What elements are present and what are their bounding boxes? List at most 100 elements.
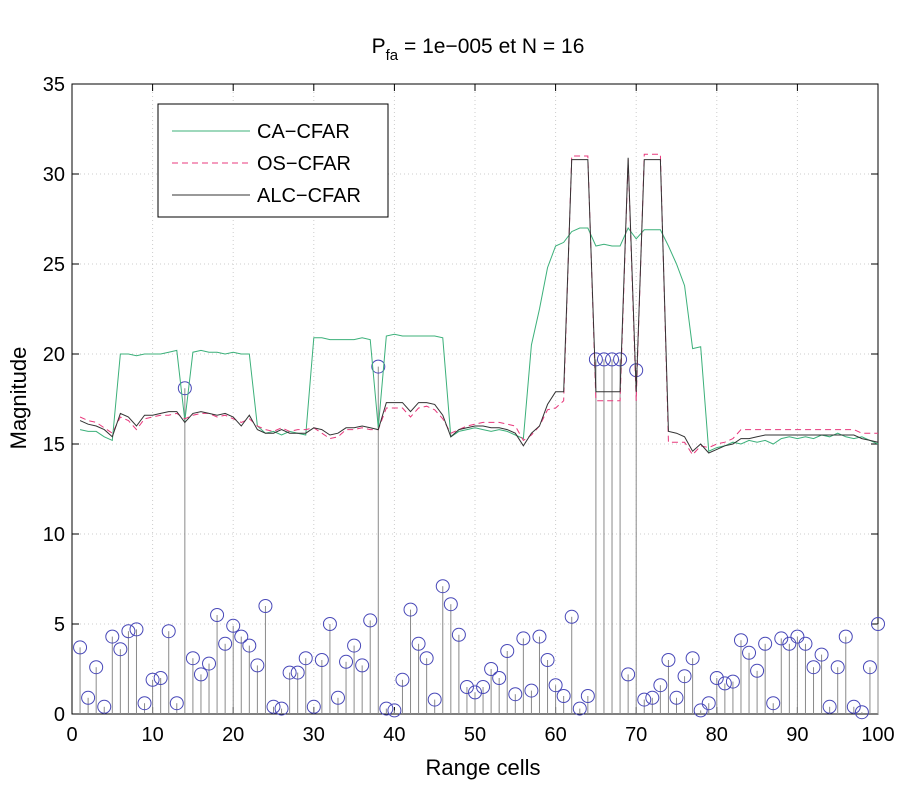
signal-marker: [621, 667, 636, 682]
x-tick-label: 30: [303, 724, 325, 746]
x-tick-label: 60: [544, 724, 566, 746]
signal-marker: [677, 669, 692, 684]
signal-marker: [516, 631, 531, 646]
legend-label: OS−CFAR: [257, 153, 351, 175]
signal-marker: [81, 690, 96, 705]
signal-marker: [758, 636, 773, 651]
signal-marker: [161, 624, 176, 639]
x-tick-label: 20: [222, 724, 244, 746]
signal-marker: [250, 658, 265, 673]
signal-marker: [314, 653, 329, 667]
signal-marker: [121, 624, 136, 639]
signal-marker: [782, 636, 797, 651]
y-tick-label: 15: [43, 434, 65, 456]
signal-marker: [145, 672, 160, 687]
legend-label: ALC−CFAR: [257, 185, 361, 207]
signal-marker: [580, 689, 595, 703]
signal-marker: [258, 599, 273, 613]
signal-marker: [524, 683, 539, 698]
signal-marker: [806, 660, 821, 675]
signal-marker: [218, 636, 233, 651]
signal-marker: [613, 352, 628, 367]
signal-marker: [274, 701, 289, 716]
signal-marker: [202, 656, 217, 671]
signal-marker: [193, 667, 208, 682]
signal-marker: [169, 696, 184, 711]
series-line-0: [79, 227, 879, 452]
x-tick-label: 70: [625, 724, 647, 746]
signal-marker: [733, 633, 748, 648]
signal-marker: [476, 680, 491, 694]
signal-marker: [395, 672, 410, 687]
signal-marker: [838, 629, 853, 644]
signal-marker: [750, 663, 765, 678]
signal-marker: [266, 699, 281, 714]
signal-marker: [653, 678, 668, 693]
signal-marker: [371, 359, 386, 374]
legend: CA−CFAR OS−CFAR ALC−CFAR: [157, 103, 389, 218]
signal-marker: [798, 636, 813, 651]
signal-marker: [572, 701, 587, 716]
legend-label: CA−CFAR: [257, 121, 350, 143]
signal-marker: [822, 699, 837, 714]
signal-marker: [435, 579, 450, 594]
title-sub: fa: [386, 47, 399, 64]
signal-marker: [685, 651, 700, 666]
signal-marker: [830, 660, 845, 675]
signal-marker: [484, 662, 499, 676]
signal-marker: [298, 651, 313, 666]
y-tick-label: 30: [43, 164, 65, 186]
signal-marker: [725, 674, 740, 689]
signal-marker: [210, 608, 225, 622]
y-tick-label: 10: [43, 524, 65, 546]
signal-marker: [637, 692, 652, 707]
signal-marker: [645, 690, 660, 705]
signal-marker: [290, 665, 305, 680]
signal-marker: [322, 617, 337, 631]
signal-marker: [330, 690, 345, 705]
signal-marker: [347, 638, 362, 653]
signal-marker: [113, 642, 128, 657]
x-tick-label: 90: [786, 724, 808, 746]
x-tick-label: 10: [141, 724, 163, 746]
title-rest: = 1e−005 et N = 16: [398, 35, 584, 58]
signal-marker: [355, 658, 370, 673]
signal-marker: [846, 699, 861, 714]
signal-marker: [451, 627, 466, 642]
legend-box: [157, 103, 389, 218]
signal-marker: [814, 647, 829, 662]
y-tick-label: 25: [43, 254, 65, 276]
signal-marker: [669, 690, 684, 705]
signal-stems: [73, 352, 885, 720]
signal-marker: [177, 381, 192, 396]
signal-marker: [774, 631, 789, 646]
signal-marker: [97, 699, 112, 714]
x-tick-label: 40: [383, 724, 405, 746]
signal-marker: [596, 352, 611, 367]
x-tick-label: 50: [464, 724, 486, 746]
chart-title: Pfa = 1e−005 et N = 16: [372, 35, 585, 64]
y-tick-label: 35: [43, 74, 65, 96]
signal-marker: [339, 654, 354, 669]
signal-marker: [508, 687, 523, 702]
x-axis-label: Range cells: [426, 755, 541, 780]
signal-marker: [105, 629, 120, 644]
signal-marker: [443, 597, 458, 612]
signal-marker: [411, 636, 426, 651]
signal-marker: [363, 613, 378, 628]
signal-marker: [629, 363, 644, 378]
signal-marker: [153, 671, 168, 685]
signal-marker: [427, 692, 442, 707]
signal-marker: [717, 676, 732, 691]
signal-marker: [540, 653, 555, 667]
signal-marker: [73, 640, 88, 655]
signal-marker: [605, 352, 620, 367]
signal-marker: [588, 352, 603, 367]
signal-marker: [234, 629, 249, 644]
signal-marker: [242, 638, 257, 653]
series-line-2: [79, 157, 879, 454]
signal-marker: [468, 685, 482, 700]
signal-marker: [556, 689, 571, 703]
signal-marker: [387, 703, 402, 718]
